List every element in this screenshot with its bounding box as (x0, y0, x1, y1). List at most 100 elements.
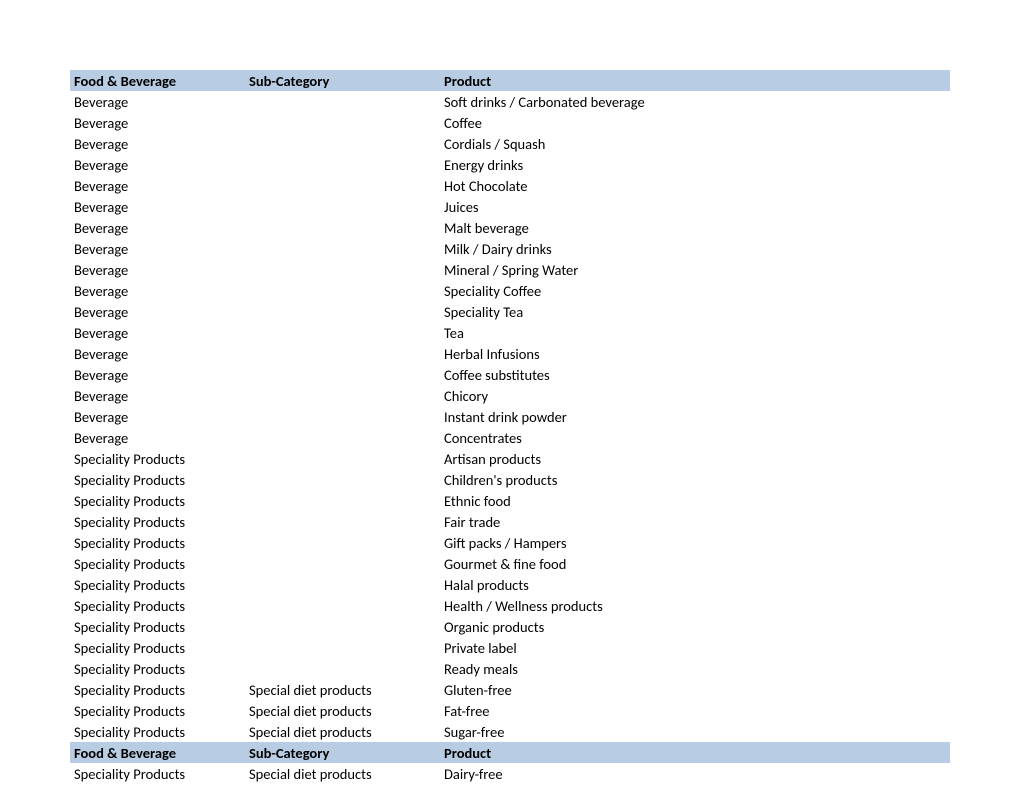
table-row: Speciality ProductsArtisan products (70, 448, 950, 469)
table-cell (245, 511, 440, 532)
table-row: Beverage Coffee (70, 112, 950, 133)
table-cell: Speciality Products (70, 469, 245, 490)
table-row: Beverage Concentrates (70, 427, 950, 448)
table-cell: Organic products (440, 616, 950, 637)
table-cell: Beverage (70, 322, 245, 343)
table-cell: Speciality Products (70, 574, 245, 595)
table-cell: Beverage (70, 301, 245, 322)
table-cell (245, 259, 440, 280)
table-cell: Ethnic food (440, 490, 950, 511)
table-row: Speciality ProductsChildren's products (70, 469, 950, 490)
table-header-row: Food & BeverageSub-CategoryProduct (70, 742, 950, 763)
table-cell (245, 280, 440, 301)
table-cell (245, 112, 440, 133)
table-cell (245, 469, 440, 490)
table-cell: Concentrates (440, 427, 950, 448)
table-row: Beverage Hot Chocolate (70, 175, 950, 196)
table-cell: Gluten-free (440, 679, 950, 700)
table-row: BeverageHerbal Infusions (70, 343, 950, 364)
table-cell: Beverage (70, 259, 245, 280)
table-row: Speciality ProductsSpecial diet products… (70, 679, 950, 700)
table-cell (245, 301, 440, 322)
table-cell: Speciality Products (70, 637, 245, 658)
table-cell: Beverage (70, 280, 245, 301)
table-row: Speciality ProductsFair trade (70, 511, 950, 532)
table-row: Speciality ProductsHealth / Wellness pro… (70, 595, 950, 616)
table-cell: Beverage (70, 385, 245, 406)
table-cell: Speciality Products (70, 490, 245, 511)
table-cell: Beverage (70, 112, 245, 133)
table-cell: Beverage (70, 427, 245, 448)
table-cell (245, 406, 440, 427)
table-cell (245, 364, 440, 385)
table-cell: Fat-free (440, 700, 950, 721)
table-row: Speciality Products Gift packs / Hampers (70, 532, 950, 553)
table-row: Speciality ProductsSpecial diet products… (70, 700, 950, 721)
table-row: Beverage Tea (70, 322, 950, 343)
table-cell: Speciality Tea (440, 301, 950, 322)
table-cell: Special diet products (245, 721, 440, 742)
table-cell: Instant drink powder (440, 406, 950, 427)
table-row: Speciality Products Organic products (70, 616, 950, 637)
table-cell: Sugar-free (440, 721, 950, 742)
table-cell: Hot Chocolate (440, 175, 950, 196)
table-cell (245, 448, 440, 469)
table-cell: Beverage (70, 91, 245, 112)
table-cell (245, 196, 440, 217)
table-cell (245, 217, 440, 238)
table-row: BeverageEnergy drinks (70, 154, 950, 175)
table-cell: Tea (440, 322, 950, 343)
table-row: Beverage Mineral / Spring Water (70, 259, 950, 280)
table-row: Speciality ProductsReady meals (70, 658, 950, 679)
table-cell: Juices (440, 196, 950, 217)
table-cell (245, 658, 440, 679)
table-row: Speciality ProductsSpecial diet products… (70, 763, 950, 784)
table-cell: Beverage (70, 133, 245, 154)
table-row: Speciality Products Halal products (70, 574, 950, 595)
table-row: BeverageSpeciality Coffee (70, 280, 950, 301)
table-cell: Coffee (440, 112, 950, 133)
table-cell: Speciality Products (70, 616, 245, 637)
table-cell: Speciality Products (70, 532, 245, 553)
table-row: Beverage Milk / Dairy drinks (70, 238, 950, 259)
table-cell (245, 322, 440, 343)
table-cell (245, 154, 440, 175)
table-row: BeverageMalt beverage (70, 217, 950, 238)
table-cell (245, 175, 440, 196)
table-cell: Mineral / Spring Water (440, 259, 950, 280)
table-cell: Fair trade (440, 511, 950, 532)
table-cell: Soft drinks / Carbonated beverage (440, 91, 950, 112)
table-cell: Beverage (70, 364, 245, 385)
table-cell: Health / Wellness products (440, 595, 950, 616)
table-cell: Gift packs / Hampers (440, 532, 950, 553)
table-row: Beverage Speciality Tea (70, 301, 950, 322)
table-cell: Speciality Products (70, 553, 245, 574)
table-row: Speciality ProductsPrivate label (70, 637, 950, 658)
table-cell: Speciality Products (70, 658, 245, 679)
column-header: Food & Beverage (70, 70, 245, 91)
table-cell: Herbal Infusions (440, 343, 950, 364)
table-cell (245, 133, 440, 154)
table-row: Beverage Instant drink powder (70, 406, 950, 427)
table-cell: Beverage (70, 238, 245, 259)
table-cell: Speciality Products (70, 448, 245, 469)
table-cell: Beverage (70, 196, 245, 217)
table-row: BeverageCoffee substitutes (70, 364, 950, 385)
column-header: Sub-Category (245, 70, 440, 91)
table-header-row: Food & BeverageSub-CategoryProduct (70, 70, 950, 91)
table-cell: Speciality Products (70, 700, 245, 721)
table-cell (245, 637, 440, 658)
table-cell (245, 385, 440, 406)
table-cell: Milk / Dairy drinks (440, 238, 950, 259)
column-header: Product (440, 70, 950, 91)
table-row: Speciality Products Ethnic food (70, 490, 950, 511)
table-cell: Beverage (70, 154, 245, 175)
table-cell: Halal products (440, 574, 950, 595)
table-cell: Beverage (70, 175, 245, 196)
table-cell (245, 574, 440, 595)
table-cell: Beverage (70, 406, 245, 427)
table-cell: Malt beverage (440, 217, 950, 238)
table-cell (245, 91, 440, 112)
table-row: BeverageCordials / Squash (70, 133, 950, 154)
table-cell (245, 553, 440, 574)
